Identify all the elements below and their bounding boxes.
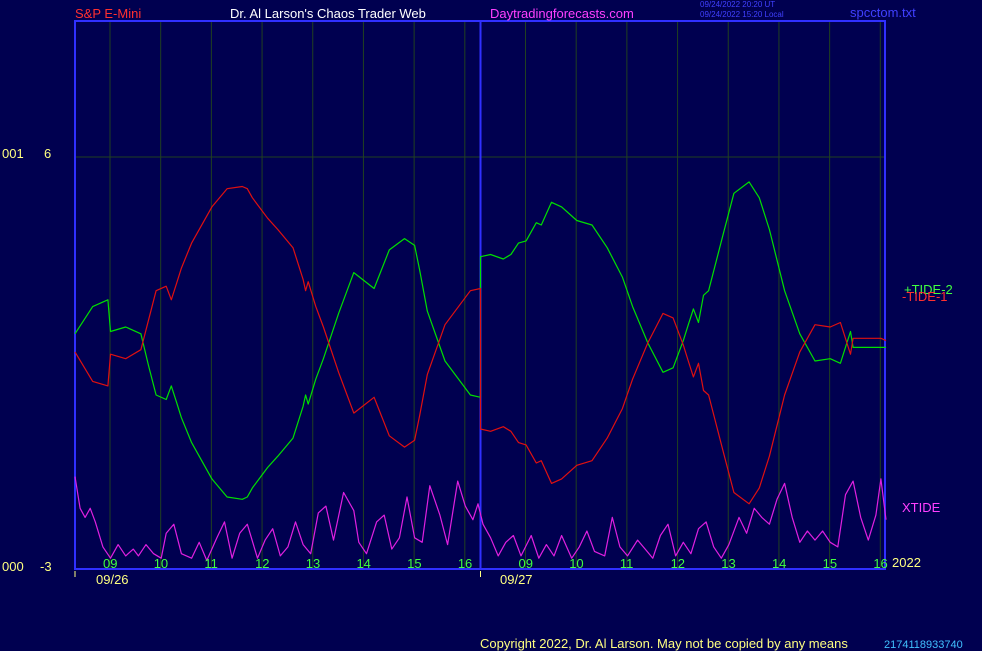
date-ticks [74, 571, 481, 577]
legend-tide-1: -TIDE-1 [902, 289, 948, 304]
x-hour-label: 14 [356, 556, 371, 571]
x-hour-label: 14 [771, 556, 787, 571]
site-title: Dr. Al Larson's Chaos Trader Web [230, 6, 426, 21]
corner-code: 2174118933740 [884, 639, 963, 651]
x-hour-label: 13 [305, 556, 321, 571]
x-hour-label: 09 [518, 556, 533, 571]
x-hour-label: 10 [569, 556, 584, 571]
legend-xtide: XTIDE [902, 500, 941, 515]
data-file-name: spcctom.txt [850, 5, 916, 20]
copyright-notice: Copyright 2022, Dr. Al Larson. May not b… [480, 636, 848, 651]
vertical-grid-lines [109, 22, 881, 568]
x-hour-label: 12 [670, 556, 686, 571]
series-line-tide-2 [74, 181, 886, 500]
x-date-label-2: 09/27 [500, 572, 533, 587]
x-hour-label: 15 [407, 556, 422, 571]
x-hour-label: 16 [457, 556, 473, 571]
y-tick-label-top: 6 [44, 146, 52, 161]
site-url[interactable]: Daytradingforecasts.com [490, 6, 634, 21]
series-layer [74, 181, 887, 562]
x-hour-label: 11 [204, 556, 218, 571]
x-hour-label: 09 [103, 556, 118, 571]
series-line-xtide [74, 476, 887, 562]
x-hour-label: 15 [822, 556, 838, 571]
symbol-title: S&P E-Mini [75, 6, 142, 21]
x-hour-label: 11 [619, 556, 634, 571]
timestamp-local: 09/24/2022 15:20 Local [700, 10, 784, 19]
y-tick-label-bottom: -3 [40, 559, 52, 574]
legend-tide-2: +TIDE-2 [904, 282, 953, 297]
x-hour-label: 10 [153, 556, 169, 571]
y-left-label-bottom: 000 [2, 559, 24, 574]
x-hour-label: 12 [255, 556, 270, 571]
x-date-label-1: 09/26 [96, 572, 129, 587]
x-hour-label: 16 [873, 556, 888, 571]
series-line-tide-1 [74, 185, 887, 505]
x-year-label: 2022 [892, 555, 921, 570]
timestamp-ut: 09/24/2022 20:20 UT [700, 0, 776, 9]
x-hour-label: 13 [721, 556, 736, 571]
y-left-label-top: 001 [2, 146, 24, 161]
